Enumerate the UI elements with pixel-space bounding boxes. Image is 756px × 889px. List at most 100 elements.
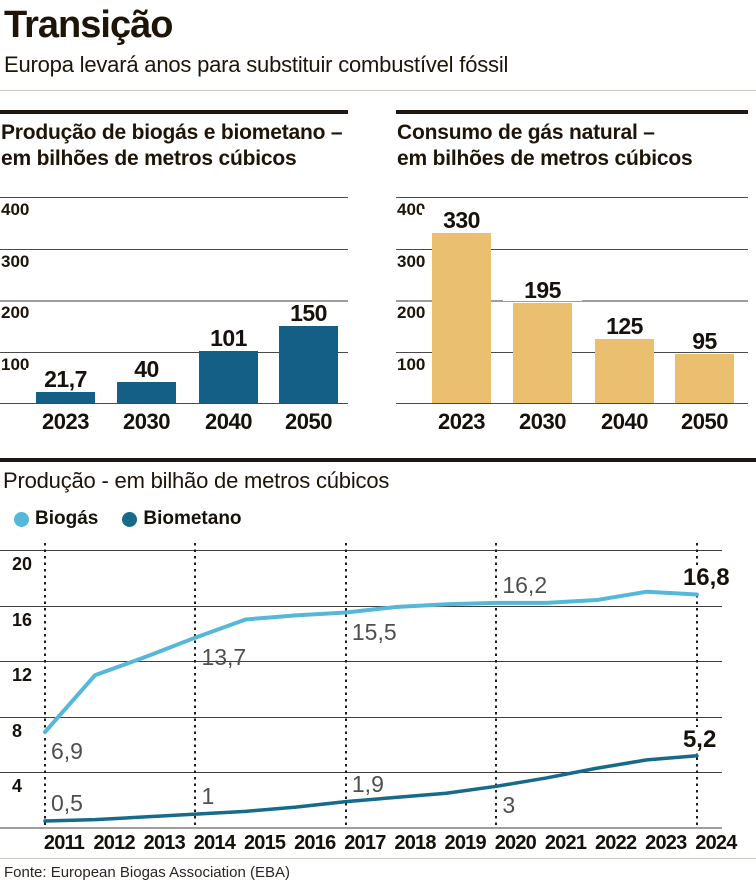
bar-value-label: 330 bbox=[422, 209, 501, 232]
x-category-label: 2023 bbox=[438, 409, 485, 434]
chart-title: Produção - em bilhão de metros cúbicos bbox=[3, 468, 390, 493]
chart-title-line2: em bilhões de metros cúbicos bbox=[1, 146, 297, 170]
legend-label: Biogás bbox=[35, 508, 99, 529]
bar-2030 bbox=[117, 382, 176, 403]
section-rule bbox=[0, 110, 348, 114]
x-category-label: 2050 bbox=[285, 409, 332, 434]
y-tick-label: 4 bbox=[12, 776, 23, 797]
legend-item-biogas: Biogás bbox=[14, 508, 98, 530]
bar-2023 bbox=[432, 233, 491, 403]
bar-2040 bbox=[595, 338, 654, 403]
y-tick-label: 200 bbox=[1, 303, 30, 322]
legend-dot-biometano-icon bbox=[122, 511, 138, 527]
y-tick-label: 16 bbox=[12, 609, 33, 630]
chart-natural-gas-bars: Consumo de gás natural – em bilhões de m… bbox=[396, 110, 748, 455]
data-label-biogas-2017: 15,5 bbox=[351, 618, 397, 645]
x-tick-label: 2020 bbox=[494, 832, 537, 854]
y-tick-label: 12 bbox=[12, 665, 33, 686]
x-tick-label: 2017 bbox=[344, 832, 386, 854]
x-category-label: 2050 bbox=[681, 409, 728, 434]
bar-2050 bbox=[279, 325, 338, 403]
section-rule bbox=[0, 458, 756, 462]
gridline bbox=[0, 550, 722, 551]
x-category-label: 2030 bbox=[123, 409, 170, 434]
series-line-biometano bbox=[43, 753, 699, 823]
chart-biogas-biometano-bars: Produção de biogás e biometano – em bilh… bbox=[0, 110, 348, 455]
x-tick-label: 2012 bbox=[93, 832, 135, 854]
page-subtitle: Europa levará anos para substituir combu… bbox=[4, 52, 509, 77]
x-tick-label: 2011 bbox=[43, 832, 85, 854]
baseline bbox=[396, 403, 748, 404]
bar-2050 bbox=[675, 354, 734, 403]
bar-value-label: 150 bbox=[269, 301, 348, 324]
x-tick-label: 2024 bbox=[695, 832, 737, 854]
chart-title: Produção de biogás e biometano – em bilh… bbox=[1, 120, 343, 171]
data-label-biogas-2024: 16,8 bbox=[680, 564, 732, 592]
data-label-biometano-2014: 1 bbox=[201, 783, 215, 810]
page-title: Transição bbox=[4, 4, 173, 46]
bar-2040 bbox=[199, 350, 258, 403]
gridline bbox=[0, 351, 348, 353]
header-divider bbox=[0, 90, 756, 91]
gridline bbox=[0, 605, 722, 607]
dotted-guide-2011 bbox=[44, 543, 46, 828]
gridline bbox=[0, 248, 348, 250]
gridline bbox=[396, 300, 748, 302]
x-tick-label: 2022 bbox=[594, 832, 637, 854]
data-label-biogas-2020: 16,2 bbox=[502, 571, 548, 598]
y-tick-label: 400 bbox=[1, 200, 30, 219]
bar-value-label: 195 bbox=[503, 278, 582, 301]
x-tick-label: 2013 bbox=[143, 832, 186, 854]
data-label-biogas-2014: 13,7 bbox=[201, 643, 247, 670]
gridline bbox=[396, 248, 748, 250]
chart-title: Consumo de gás natural – em bilhões de m… bbox=[397, 120, 693, 171]
data-label-biogas-2011: 6,9 bbox=[51, 738, 83, 765]
data-label-biometano-2017: 1,9 bbox=[351, 770, 384, 797]
gridline bbox=[396, 351, 748, 353]
chart-title-line2: em bilhões de metros cúbicos bbox=[397, 146, 693, 170]
x-category-label: 2040 bbox=[601, 409, 648, 434]
y-tick-label: 8 bbox=[12, 720, 23, 741]
series-line-biogas bbox=[43, 589, 699, 735]
line-series-svg bbox=[43, 589, 699, 823]
bar-value-label: 95 bbox=[665, 330, 744, 353]
baseline bbox=[0, 827, 722, 829]
data-label-biometano-2011: 0,5 bbox=[51, 790, 83, 817]
gridline bbox=[0, 772, 722, 774]
section-rule bbox=[396, 110, 748, 114]
y-tick-label: 20 bbox=[12, 554, 33, 574]
legend-item-biometano: Biometano bbox=[122, 508, 242, 530]
data-label-biometano-2024: 5,2 bbox=[680, 725, 719, 753]
dotted-guide-2017 bbox=[344, 543, 347, 828]
y-tick-label: 300 bbox=[397, 251, 426, 271]
y-tick-label: 400 bbox=[397, 200, 426, 219]
bar-2030 bbox=[513, 302, 572, 403]
legend: Biogás Biometano bbox=[14, 508, 242, 530]
source-note: Fonte: European Biogas Association (EBA) bbox=[4, 864, 290, 881]
dotted-guide-2020 bbox=[495, 543, 498, 828]
footer-divider bbox=[0, 858, 756, 859]
x-tick-label: 2021 bbox=[544, 832, 587, 854]
y-tick-label: 300 bbox=[1, 251, 30, 271]
gridline bbox=[0, 300, 348, 302]
gridline bbox=[396, 197, 748, 198]
x-category-label: 2030 bbox=[519, 409, 566, 434]
x-tick-label: 2016 bbox=[294, 832, 336, 854]
gridline bbox=[0, 197, 348, 198]
dotted-guide-2024 bbox=[695, 543, 698, 828]
gridline bbox=[0, 661, 722, 663]
x-tick-label: 2023 bbox=[645, 832, 687, 854]
y-tick-label: 200 bbox=[397, 303, 426, 322]
bar-value-label: 21,7 bbox=[26, 367, 105, 390]
legend-label: Biometano bbox=[143, 508, 242, 529]
x-tick-label: 2014 bbox=[193, 832, 236, 854]
x-tick-label: 2015 bbox=[243, 832, 286, 854]
bar-value-label: 101 bbox=[189, 326, 268, 349]
baseline bbox=[0, 403, 348, 404]
x-tick-label: 2019 bbox=[444, 832, 487, 854]
gridline bbox=[0, 716, 722, 718]
legend-dot-biogas-icon bbox=[14, 511, 29, 527]
x-tick-label: 2018 bbox=[394, 832, 436, 854]
